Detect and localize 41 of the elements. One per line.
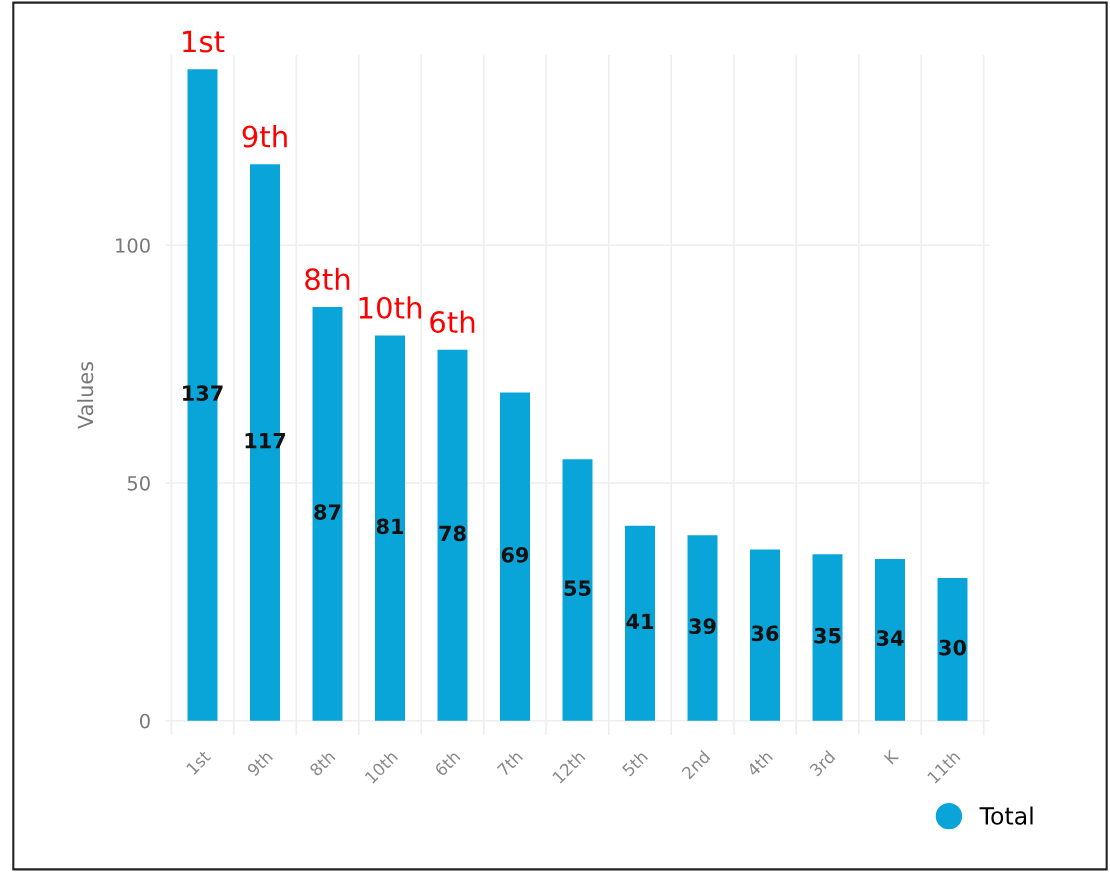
y-tick-label: 100 <box>116 238 150 253</box>
data-label: 35 <box>814 627 841 644</box>
annotation: 9th <box>242 125 287 148</box>
y-axis-title: Values <box>77 361 94 429</box>
bar <box>937 578 968 721</box>
bar <box>375 335 405 721</box>
annotation: 1st <box>183 30 225 53</box>
data-label: 69 <box>501 546 529 563</box>
x-tick-label: 8th <box>308 749 336 777</box>
x-tick-label: 5th <box>621 749 649 777</box>
annotation: 6th <box>430 310 475 334</box>
data-label: 55 <box>564 580 591 597</box>
x-tick-label: 1st <box>185 749 212 775</box>
x-tick-label: 6th <box>433 749 461 777</box>
x-tick-label: 7th <box>496 749 523 777</box>
bar <box>312 307 343 721</box>
data-label: 81 <box>376 518 404 535</box>
bar <box>687 535 718 721</box>
x-tick-label: 9th <box>246 749 274 777</box>
data-label: 39 <box>689 618 716 635</box>
bar <box>875 559 905 721</box>
bar <box>437 349 468 721</box>
x-tick-label: 4th <box>745 749 773 777</box>
bar <box>625 525 655 721</box>
data-label: 78 <box>439 525 466 542</box>
bar <box>500 392 530 721</box>
bar <box>562 459 593 721</box>
bar <box>750 549 780 721</box>
annotation: 10th <box>359 296 422 319</box>
y-tick-label: 50 <box>127 475 150 491</box>
bar <box>812 554 843 721</box>
x-tick-label: 3rd <box>808 749 836 777</box>
data-label: 30 <box>939 639 966 656</box>
annotation: 8th <box>305 267 350 291</box>
y-tick-label: 0 <box>140 713 150 729</box>
x-tick-label: K <box>883 749 900 765</box>
data-label: 41 <box>626 613 654 629</box>
legend-label: Total <box>979 806 1033 825</box>
data-label: 87 <box>314 504 341 520</box>
data-label: 36 <box>751 625 779 642</box>
data-label: 34 <box>876 630 904 646</box>
